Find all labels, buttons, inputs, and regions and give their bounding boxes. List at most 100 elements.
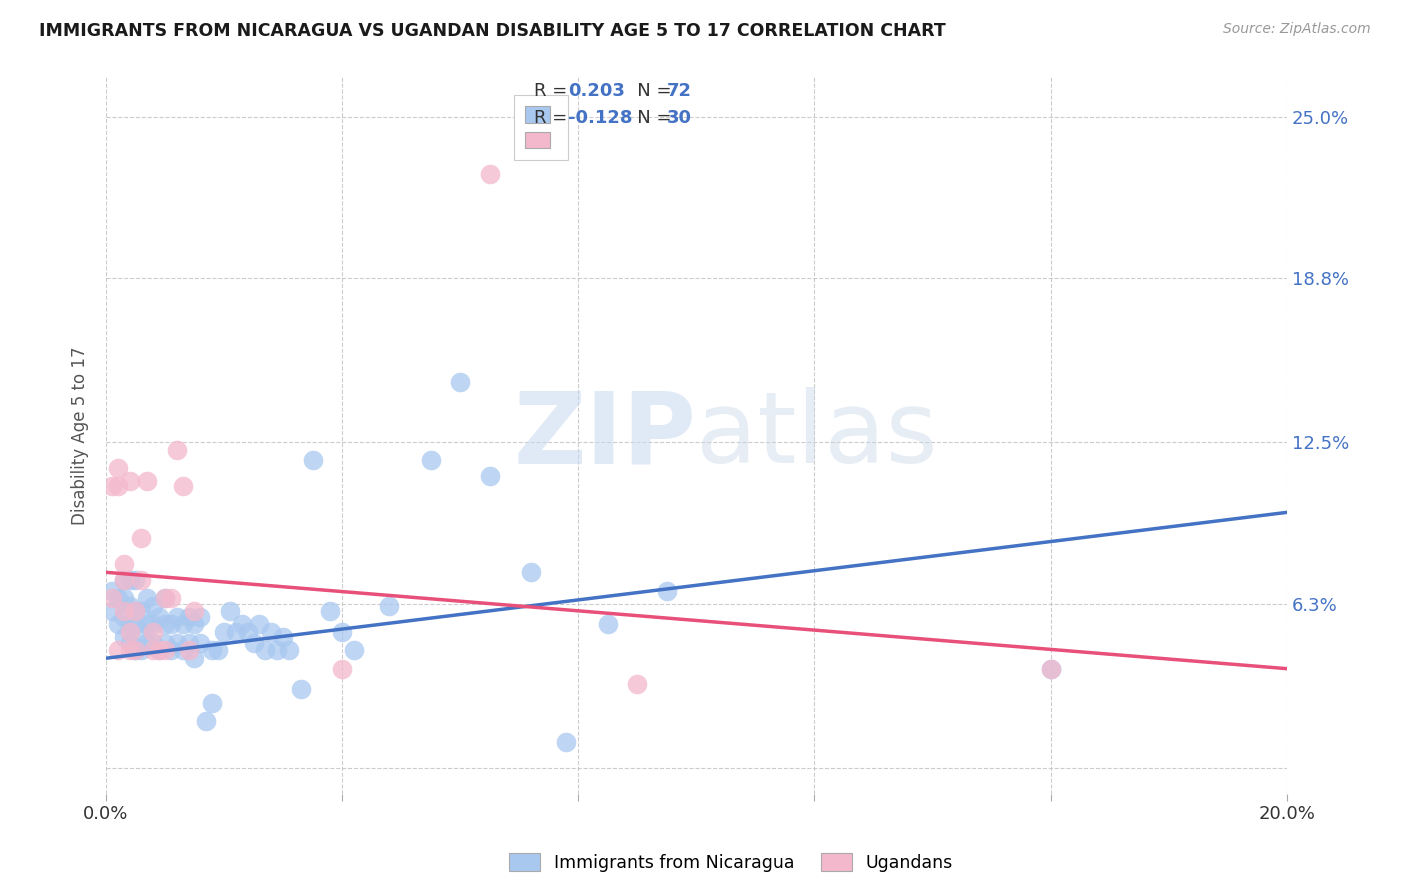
Point (172, 643, 194, 657)
Point (236, 625, 259, 640)
Text: atlas: atlas (696, 387, 938, 484)
Point (101, 479, 124, 493)
Point (183, 651, 205, 665)
Point (249, 617, 271, 632)
Point (626, 677, 648, 691)
Point (183, 617, 205, 632)
Point (112, 631, 135, 645)
Point (190, 635, 212, 649)
Point (449, 375, 471, 389)
Point (183, 604, 205, 618)
Point (142, 617, 165, 632)
Point (207, 643, 229, 657)
Text: IMMIGRANTS FROM NICARAGUA VS UGANDAN DISABILITY AGE 5 TO 17 CORRELATION CHART: IMMIGRANTS FROM NICARAGUA VS UGANDAN DIS… (39, 22, 946, 40)
Point (107, 479, 129, 493)
Point (118, 643, 141, 657)
Point (231, 617, 253, 632)
Point (290, 682, 312, 697)
Point (142, 625, 165, 640)
Point (124, 617, 146, 632)
Point (419, 453, 441, 467)
Point (118, 635, 141, 649)
Point (177, 635, 200, 649)
Point (118, 474, 141, 488)
Point (1039, 662, 1062, 676)
Point (319, 604, 342, 618)
Point (124, 604, 146, 618)
Point (118, 617, 141, 632)
Point (107, 461, 129, 475)
Point (131, 625, 153, 640)
Point (118, 625, 141, 640)
Point (136, 591, 159, 606)
Point (172, 479, 194, 493)
Point (266, 643, 288, 657)
Point (166, 442, 188, 457)
Point (118, 599, 141, 614)
Point (260, 625, 283, 640)
Point (190, 609, 212, 624)
Point (131, 573, 153, 587)
Point (107, 591, 129, 606)
Point (131, 532, 153, 546)
Point (153, 591, 176, 606)
Y-axis label: Disability Age 5 to 17: Disability Age 5 to 17 (72, 346, 89, 524)
Text: N =: N = (620, 82, 678, 100)
Point (136, 474, 159, 488)
Point (112, 573, 135, 587)
Point (378, 599, 401, 614)
Point (242, 635, 264, 649)
Point (112, 573, 135, 587)
Point (225, 625, 247, 640)
Point (124, 643, 146, 657)
Point (166, 609, 188, 624)
Point (219, 604, 242, 618)
Point (330, 625, 353, 640)
Legend: Immigrants from Nicaragua, Ugandans: Immigrants from Nicaragua, Ugandans (502, 847, 960, 879)
Point (136, 635, 159, 649)
Point (201, 696, 224, 710)
Point (142, 635, 165, 649)
Point (520, 566, 543, 580)
Point (112, 609, 135, 624)
Point (101, 591, 124, 606)
Point (112, 604, 135, 618)
Point (166, 635, 188, 649)
Point (478, 469, 501, 483)
Point (124, 573, 146, 587)
Text: -0.128: -0.128 (568, 109, 633, 127)
Point (112, 558, 135, 572)
Point (160, 643, 183, 657)
Point (596, 617, 619, 632)
Point (118, 573, 141, 587)
Point (101, 583, 124, 598)
Point (478, 167, 501, 181)
Point (131, 604, 153, 618)
Point (142, 599, 165, 614)
Point (177, 643, 200, 657)
Point (301, 453, 323, 467)
Point (201, 643, 224, 657)
Point (112, 591, 135, 606)
Point (153, 635, 176, 649)
Point (107, 617, 129, 632)
Point (555, 734, 578, 748)
Point (277, 643, 299, 657)
Text: 72: 72 (666, 82, 692, 100)
Point (195, 714, 218, 728)
Point (1039, 662, 1062, 676)
Point (148, 609, 170, 624)
Point (101, 604, 124, 618)
Text: 0.203: 0.203 (568, 82, 624, 100)
Point (343, 643, 366, 657)
Text: R =: R = (534, 82, 574, 100)
Point (160, 617, 183, 632)
Text: Source: ZipAtlas.com: Source: ZipAtlas.com (1223, 22, 1371, 37)
Point (212, 625, 235, 640)
Point (148, 643, 170, 657)
Point (153, 591, 176, 606)
Point (142, 643, 165, 657)
Text: ZIP: ZIP (513, 387, 696, 484)
Text: N =: N = (620, 109, 678, 127)
Point (124, 643, 146, 657)
